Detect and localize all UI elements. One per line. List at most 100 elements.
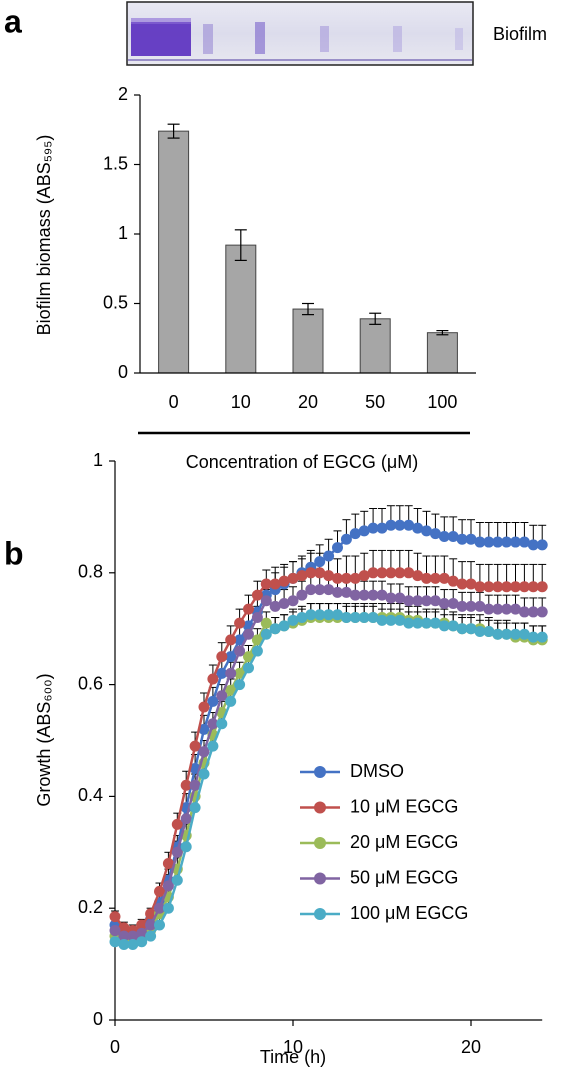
data-point	[243, 651, 254, 663]
data-point	[376, 614, 388, 626]
data-point	[429, 572, 441, 584]
data-point	[234, 645, 246, 657]
data-point	[483, 603, 495, 615]
data-point	[510, 581, 521, 593]
bar	[225, 244, 257, 374]
data-point	[438, 598, 450, 610]
data-point	[438, 572, 450, 584]
data-point	[207, 740, 219, 752]
data-point	[438, 530, 450, 542]
data-point	[287, 614, 299, 626]
data-point	[412, 617, 424, 629]
data-point	[251, 634, 263, 646]
data-point	[305, 584, 317, 596]
x-tick-label: 0	[110, 1037, 120, 1057]
data-point	[323, 609, 335, 621]
data-point	[421, 617, 432, 629]
data-point	[198, 768, 210, 780]
legend-marker	[314, 872, 326, 885]
data-point	[456, 623, 468, 635]
data-point	[536, 631, 548, 643]
data-point	[118, 939, 130, 951]
y-tick-label: 1.5	[103, 153, 128, 173]
y-axis-title: Growth (ABS₆₀₀)	[34, 673, 54, 806]
data-point	[385, 592, 397, 604]
data-point	[349, 612, 361, 624]
data-point	[109, 925, 121, 937]
data-point	[243, 662, 254, 674]
data-point	[518, 536, 530, 548]
data-point	[296, 612, 308, 624]
data-point	[474, 536, 486, 548]
data-point	[412, 522, 424, 534]
data-point	[403, 617, 415, 629]
data-point	[501, 628, 513, 640]
x-tick-label: 50	[365, 392, 385, 412]
data-point	[225, 695, 237, 707]
x-axis-title: Time (h)	[260, 1047, 326, 1067]
data-point	[510, 603, 521, 615]
data-point	[403, 567, 415, 579]
data-point	[358, 525, 370, 537]
x-axis-title: Concentration of EGCG (μM)	[186, 452, 418, 472]
data-point	[403, 519, 415, 531]
data-point	[216, 667, 228, 679]
data-point	[385, 519, 397, 531]
data-point	[162, 880, 174, 892]
data-point	[332, 609, 343, 621]
data-point	[447, 575, 459, 587]
data-point	[251, 645, 263, 657]
data-point	[323, 570, 335, 582]
data-point	[251, 589, 263, 601]
data-point	[234, 679, 246, 691]
data-point	[518, 606, 530, 618]
data-point	[136, 936, 148, 948]
data-point	[269, 578, 281, 590]
data-point	[518, 581, 530, 593]
x-tick-label: 10	[231, 392, 251, 412]
data-point	[260, 628, 272, 640]
data-point	[536, 606, 548, 618]
legend-label: 100 μM EGCG	[350, 903, 468, 923]
data-point	[207, 673, 219, 685]
bar	[359, 318, 391, 374]
data-point	[234, 634, 246, 646]
data-point	[376, 567, 388, 579]
legend-marker	[314, 908, 326, 920]
y-tick-label: 0.4	[78, 785, 103, 805]
data-point	[278, 575, 290, 587]
data-point	[314, 556, 326, 568]
data-point	[527, 606, 539, 618]
data-point	[171, 818, 183, 830]
data-point	[447, 530, 459, 542]
data-point	[171, 874, 183, 886]
data-point	[296, 570, 308, 582]
data-point	[145, 919, 157, 931]
data-point	[536, 581, 548, 593]
data-point	[483, 581, 495, 593]
x-tick-label: 100	[427, 392, 457, 412]
legend-marker	[314, 837, 326, 849]
data-point	[243, 603, 254, 615]
data-point	[376, 589, 388, 601]
y-tick-label: 0.5	[103, 292, 128, 312]
data-point	[421, 525, 432, 537]
data-point	[180, 813, 192, 825]
y-tick-label: 0.2	[78, 897, 103, 917]
data-point	[136, 919, 148, 931]
data-point	[385, 614, 397, 626]
data-point	[180, 841, 192, 853]
data-point	[456, 600, 468, 612]
y-tick-label: 1	[93, 450, 103, 470]
data-point	[332, 572, 343, 584]
y-tick-label: 0	[118, 362, 128, 382]
data-point	[260, 617, 272, 629]
gel-image	[126, 1, 474, 66]
data-point	[127, 930, 139, 942]
data-point	[314, 584, 326, 596]
legend-label: 20 μM EGCG	[350, 832, 458, 852]
data-point	[225, 634, 237, 646]
data-point	[367, 567, 379, 579]
y-tick-label: 0.8	[78, 562, 103, 582]
